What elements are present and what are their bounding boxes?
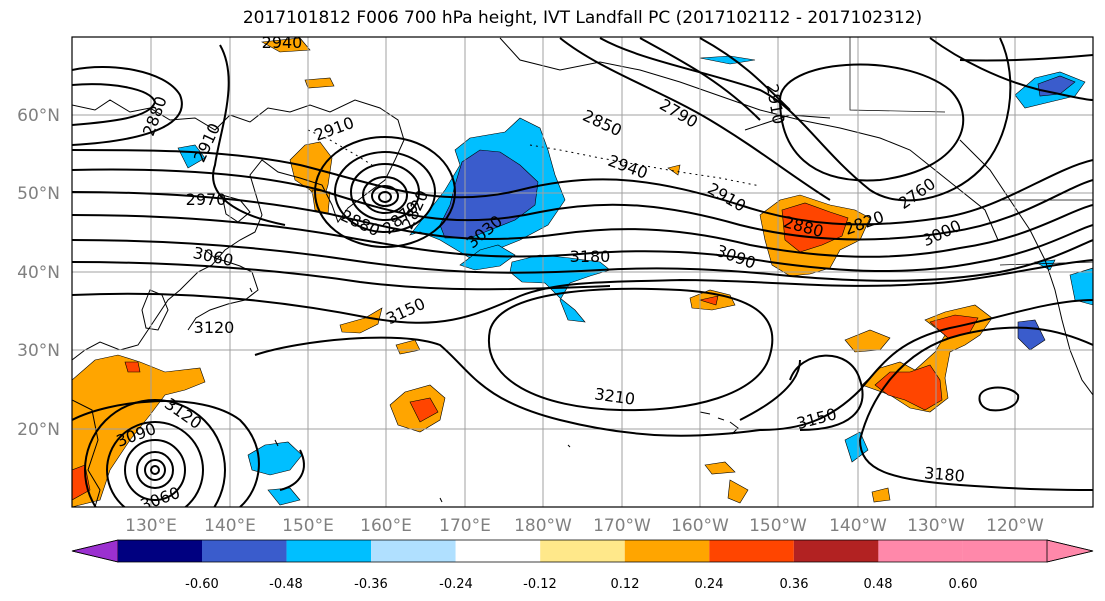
colorbar-segment: [286, 540, 372, 562]
colorbar-extend-high: [1046, 539, 1094, 563]
lon-label: 170°E: [439, 516, 491, 536]
colorbar-segment: [878, 540, 963, 562]
lon-label: 180°W: [514, 516, 572, 536]
colorbar-outline: [71, 539, 1094, 563]
lat-label: 20°N: [17, 420, 60, 440]
colorbar-segment: [455, 540, 541, 562]
lat-label: 40°N: [17, 263, 60, 283]
lon-label: 140°W: [829, 516, 887, 536]
lon-label: 120°W: [986, 516, 1044, 536]
colorbar-tick-label: -0.48: [269, 577, 303, 592]
coastlines: [72, 37, 1093, 507]
colorbar-segment: [118, 540, 202, 562]
lon-label: 150°E: [282, 516, 334, 536]
colorbar-segment: [793, 540, 879, 562]
colorbar-tick-label: 0.12: [611, 577, 640, 592]
height-contours: [72, 37, 1093, 507]
colorbar-tick-label: -0.12: [523, 577, 557, 592]
contour-label: 2940: [262, 33, 303, 52]
lon-label: 130°W: [907, 516, 965, 536]
colorbar-segment: [371, 540, 456, 562]
colorbar-tick-label: 0.24: [695, 577, 724, 592]
contour-label: 3180: [923, 463, 965, 485]
lon-label: 140°E: [204, 516, 256, 536]
colorbar-segment: [624, 540, 710, 562]
lon-label: 160°W: [671, 516, 729, 536]
lon-label: 170°W: [593, 516, 651, 536]
colorbar-extend-low: [71, 539, 119, 563]
colorbar-tick-label: 0.36: [780, 577, 809, 592]
colorbar-segment: [202, 540, 287, 562]
colorbar-tick-label: 0.60: [949, 577, 978, 592]
colorbar-tick-label: -0.24: [439, 577, 473, 592]
colorbar-tick-label: -0.36: [354, 577, 388, 592]
longitude-labels: 130°E 140°E 150°E 160°E 170°E 180°W 170°…: [125, 516, 1044, 536]
lat-label: 60°N: [17, 106, 60, 126]
lat-label: 30°N: [17, 341, 60, 361]
contour-label: 3120: [194, 318, 235, 337]
colorbar-segment: [709, 540, 794, 562]
contour-label: 2970: [186, 190, 227, 209]
colorbar-tick-labels: -0.60 -0.48 -0.36 -0.24 -0.12 0.12 0.24 …: [185, 577, 977, 592]
ivt-positive-shading: [72, 37, 993, 507]
colorbar-tick-label: -0.60: [185, 577, 219, 592]
map-title: 2017101812 F006 700 hPa height, IVT Land…: [242, 8, 923, 28]
lon-label: 130°E: [125, 516, 177, 536]
contour-label: 3180: [570, 247, 611, 266]
latitude-labels: 60°N 50°N 40°N 30°N 20°N: [17, 106, 60, 440]
lon-label: 160°E: [360, 516, 412, 536]
colorbar-segment: [540, 540, 625, 562]
colorbar-segment: [962, 540, 1047, 562]
map-frame: [71, 36, 1094, 508]
lat-label: 50°N: [17, 184, 60, 204]
colorbar-tick-label: 0.48: [864, 577, 893, 592]
lon-label: 150°W: [749, 516, 807, 536]
colorbar: [71, 539, 1094, 563]
